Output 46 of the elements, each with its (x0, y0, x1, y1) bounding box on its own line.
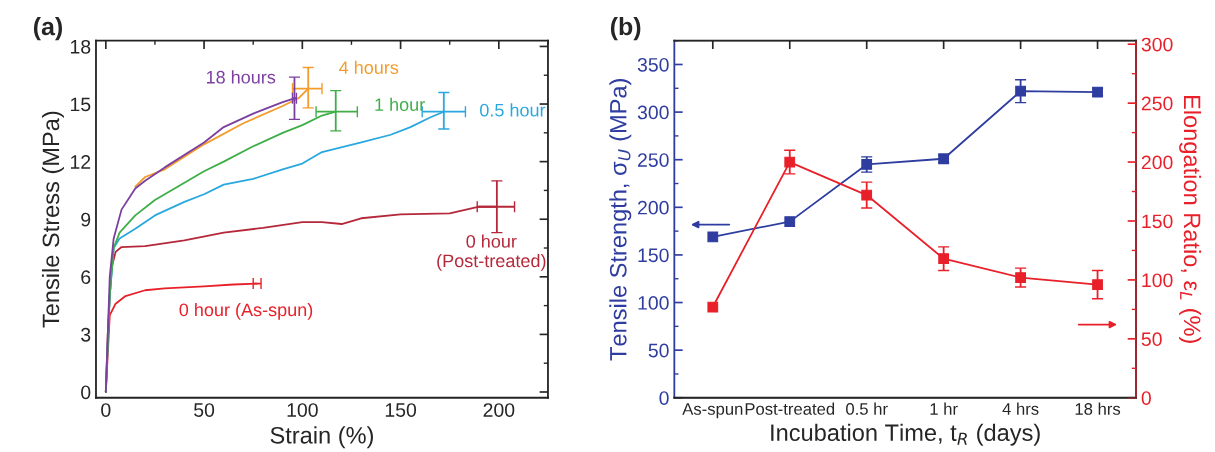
y-tick-label: 12 (70, 155, 91, 169)
x-tick-label: 1 hr (930, 402, 958, 415)
y2-tick-label: 150 (1142, 214, 1173, 229)
y-tick-label: 350 (637, 57, 669, 72)
x-tick-label: 18 hrs (1075, 402, 1121, 415)
y-tick-label: 9 (81, 212, 91, 227)
y2-tick-label: 50 (1141, 332, 1162, 347)
y2-tick-label: 0 (1141, 391, 1151, 405)
x-tick-label: Post-treated (745, 402, 835, 415)
x-tick-label: 150 (385, 403, 417, 417)
x-tick-label: 0 (101, 403, 111, 417)
x-tick-label: 0.5 hr (846, 402, 888, 415)
y-tick-label: 150 (638, 248, 669, 263)
y-tick-label: 0 (659, 391, 669, 405)
chart-title: (a) (33, 17, 63, 41)
y-tick-label: 0 (81, 385, 91, 400)
y-tick-label: 3 (81, 327, 91, 342)
y-tick-label: 6 (81, 270, 91, 285)
series-label: 0 hour (As-spun) (179, 302, 313, 320)
y-axis-title: Tensile Strength, σ$_{U}$ (MPa) (609, 79, 632, 361)
y-tick-label: 250 (638, 153, 669, 167)
y2-tick-label: 200 (1141, 155, 1173, 170)
y-tick-label: 300 (637, 105, 669, 120)
y-tick-label: 18 (70, 39, 91, 54)
y-tick-label: 200 (638, 200, 669, 215)
y-tick-label: 15 (70, 97, 91, 112)
x-tick-label: 50 (194, 403, 215, 417)
x-axis-title: Incubation Time, t$_{R}$ (days) (771, 423, 1040, 446)
series-label: 18 hours (206, 70, 276, 84)
series-label: 4 hours (339, 60, 399, 74)
x-axis-title: Strain (%) (270, 426, 373, 449)
x-tick-label: 200 (483, 403, 515, 417)
series-label: 0 hour (Post-treated) (437, 234, 546, 271)
chart-title: (b) (610, 17, 641, 41)
x-tick-label: 100 (287, 403, 318, 417)
y2-tick-label: 300 (1141, 37, 1173, 52)
x-tick-label: As-spun (682, 403, 743, 419)
x-tick-label: 4 hrs (1002, 402, 1039, 415)
text: 0.5 hour (480, 103, 546, 117)
y2-axis-title: Elongation Ratio, ε$_{L}$ (%) (1179, 96, 1202, 343)
y-tick-label: 100 (638, 296, 669, 310)
text: 1 hour (375, 97, 425, 111)
y-axis-title: Tensile Stress (MPa) (41, 111, 64, 328)
y-tick-label: 50 (648, 343, 669, 358)
y2-tick-label: 100 (1142, 273, 1173, 288)
y2-tick-label: 250 (1141, 96, 1173, 111)
